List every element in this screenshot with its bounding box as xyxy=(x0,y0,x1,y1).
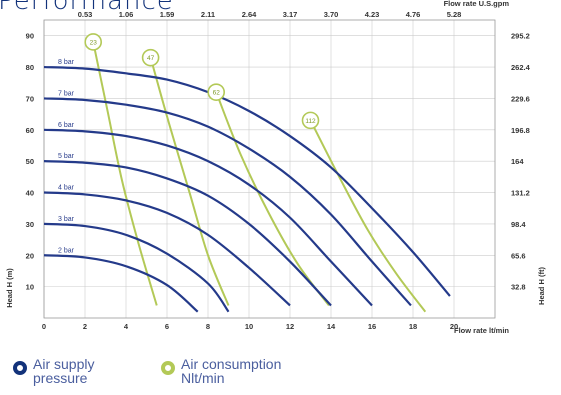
x-axis-label: Flow rate lt/min xyxy=(454,326,509,335)
y-right-tick-label: 262.4 xyxy=(511,63,531,72)
x-top-tick-label: 2.11 xyxy=(201,10,215,19)
performance-chart: 0 2 4 6 8 10 12 14 16 18 20 0.53 1.06 1.59 2.11 2.64 3.1… xyxy=(5,0,546,335)
pressure-label: 7 bar xyxy=(58,90,75,97)
y-axis-label: Head H (m) xyxy=(5,268,14,308)
pressure-curve-2-bar xyxy=(43,254,199,313)
pressure-curve-4-bar xyxy=(43,191,291,307)
x-top-tick-label: 3.70 xyxy=(324,10,339,19)
air-label: 23 xyxy=(90,39,98,46)
y-tick-label: 30 xyxy=(26,220,34,229)
pressure-curve-3-bar xyxy=(43,222,230,313)
air-label-circle xyxy=(301,111,320,130)
air-curve-62 xyxy=(215,91,330,307)
x-tick-label: 2 xyxy=(83,322,87,331)
y-tick-label: 40 xyxy=(26,189,34,198)
x-top-tick-label: 0.53 xyxy=(78,10,93,19)
pressure-label: 5 bar xyxy=(58,153,75,160)
pressure-label: 4 bar xyxy=(58,185,75,192)
x-tick-label: 14 xyxy=(327,322,336,331)
y-right-tick-label: 98.4 xyxy=(511,220,526,229)
plot-frame xyxy=(43,19,496,319)
y-tick-label: 50 xyxy=(26,157,34,166)
y-tick-label: 20 xyxy=(26,251,34,260)
pressure-curve-5-bar xyxy=(43,160,332,307)
x-top-axis-label: Flow rate U.S.gpm xyxy=(444,0,510,8)
air-label-circle xyxy=(207,83,225,101)
x-tick-label: 8 xyxy=(206,322,210,331)
ring-icon-blue xyxy=(13,361,27,375)
pressure-label: 2 bar xyxy=(58,247,75,254)
y-tick-label: 70 xyxy=(26,94,34,103)
x-top-tick-label: 4.23 xyxy=(365,10,380,19)
ring-icon-green xyxy=(161,361,175,375)
legend-air-supply-label: Air supply pressure xyxy=(33,356,95,386)
y-tick-label: 60 xyxy=(26,126,34,135)
pressure-label: 3 bar xyxy=(58,216,75,223)
pressure-label: 8 bar xyxy=(58,59,75,66)
x-tick-label: 6 xyxy=(165,322,169,331)
x-tick-label: 16 xyxy=(368,322,376,331)
x-tick-label: 4 xyxy=(124,322,129,331)
x-tick-label: 20 xyxy=(450,322,458,331)
y-tick-label: 10 xyxy=(26,283,34,292)
x-tick-label: 18 xyxy=(409,322,417,331)
y-right-tick-label: 164 xyxy=(511,157,524,166)
pressure-curve-6-bar xyxy=(43,128,373,307)
air-curve-112 xyxy=(309,119,427,313)
x-tick-label: 10 xyxy=(245,322,253,331)
y-right-axis-label: Head H (ft) xyxy=(537,267,546,305)
air-label: 62 xyxy=(213,90,221,97)
air-label-circle xyxy=(141,48,160,67)
series xyxy=(43,41,451,313)
pressure-label: 6 bar xyxy=(58,122,75,129)
y-right-tick-label: 196.8 xyxy=(511,126,530,135)
x-top-tick-label: 1.59 xyxy=(160,10,175,19)
x-top-tick-label: 1.06 xyxy=(119,10,134,19)
legend-air-consumption: Air consumption Nlt/min xyxy=(161,357,291,385)
air-label-circle xyxy=(84,33,102,51)
y-right-tick-label: 229.6 xyxy=(511,94,530,103)
y-tick-label: 90 xyxy=(26,32,34,41)
pressure-curve-7-bar xyxy=(43,97,412,307)
x-tick-label: 0 xyxy=(42,322,46,331)
x-tick-label: 12 xyxy=(286,322,294,331)
air-curve-47 xyxy=(149,57,230,306)
legend-air-supply: Air supply pressure xyxy=(13,357,143,385)
grid xyxy=(43,19,496,319)
y-tick-label: 80 xyxy=(26,63,34,72)
axes: 0 2 4 6 8 10 12 14 16 18 20 0.53 1.06 1.59 2.11 2.64 3.1… xyxy=(5,0,546,335)
air-label: 47 xyxy=(147,55,155,62)
x-top-tick-label: 2.64 xyxy=(242,10,257,19)
air-label: 112 xyxy=(305,118,316,125)
y-right-tick-label: 131.2 xyxy=(511,189,530,198)
pressure-curve-8-bar xyxy=(43,65,451,297)
page-title: Performance xyxy=(0,0,174,16)
y-right-tick-label: 32.8 xyxy=(511,283,526,292)
y-right-tick-label: 65.6 xyxy=(511,251,526,260)
x-top-tick-label: 4.76 xyxy=(406,10,421,19)
labels: 2 bar 3 bar 4 bar 5 bar 6 bar 7 bar 8 bar 23 47 6… xyxy=(58,33,320,254)
y-right-tick-label: 295.2 xyxy=(511,32,530,41)
x-top-tick-label: 5.28 xyxy=(447,10,462,19)
legend-air-consumption-label: Air consumption Nlt/min xyxy=(181,356,282,386)
x-top-tick-label: 3.17 xyxy=(283,10,298,19)
air-curve-23 xyxy=(92,41,158,306)
